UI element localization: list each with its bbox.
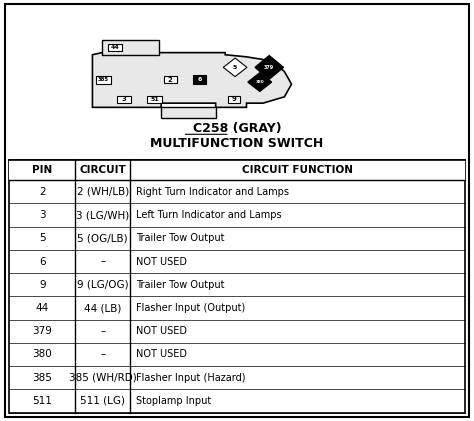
Text: 2: 2 (39, 187, 46, 197)
Polygon shape (255, 56, 283, 79)
FancyBboxPatch shape (108, 44, 122, 51)
Text: –: – (100, 326, 105, 336)
Text: 385 (WH/RD): 385 (WH/RD) (69, 373, 137, 383)
Text: NOT USED: NOT USED (136, 256, 187, 266)
Text: 511: 511 (33, 396, 53, 406)
Text: 44: 44 (111, 45, 119, 50)
Text: Stoplamp Input: Stoplamp Input (136, 396, 211, 406)
Polygon shape (223, 58, 247, 77)
Text: 9: 9 (231, 96, 236, 102)
FancyBboxPatch shape (228, 96, 240, 103)
FancyBboxPatch shape (164, 76, 177, 83)
Text: MULTIFUNCTION SWITCH: MULTIFUNCTION SWITCH (150, 137, 324, 149)
FancyBboxPatch shape (117, 96, 131, 103)
Text: 6: 6 (39, 256, 46, 266)
Bar (9, 160, 465, 180)
Text: 51: 51 (150, 97, 159, 102)
FancyBboxPatch shape (147, 96, 162, 103)
Text: CIRCUIT FUNCTION: CIRCUIT FUNCTION (242, 165, 353, 175)
Text: 44: 44 (36, 303, 49, 313)
Text: 5 (OG/LB): 5 (OG/LB) (77, 233, 128, 243)
Bar (9, 160, 465, 413)
FancyBboxPatch shape (96, 76, 111, 84)
Text: 511 (LG): 511 (LG) (80, 396, 125, 406)
Text: 9: 9 (39, 280, 46, 290)
Text: NOT USED: NOT USED (136, 326, 187, 336)
Text: –: – (100, 349, 105, 360)
Text: 44 (LB): 44 (LB) (84, 303, 121, 313)
Text: CIRCUIT: CIRCUIT (79, 165, 126, 175)
Text: PIN: PIN (32, 165, 53, 175)
Text: 385: 385 (33, 373, 53, 383)
Text: 9 (LG/OG): 9 (LG/OG) (77, 280, 128, 290)
Polygon shape (92, 53, 292, 107)
Text: 2: 2 (168, 77, 173, 83)
Text: Left Turn Indicator and Lamps: Left Turn Indicator and Lamps (136, 210, 282, 220)
Text: 5: 5 (39, 233, 46, 243)
Text: Right Turn Indicator and Lamps: Right Turn Indicator and Lamps (136, 187, 289, 197)
Text: 2 (WH/LB): 2 (WH/LB) (77, 187, 129, 197)
Text: Trailer Tow Output: Trailer Tow Output (136, 280, 224, 290)
Text: 379: 379 (33, 326, 53, 336)
Text: NOT USED: NOT USED (136, 349, 187, 360)
Text: Flasher Input (Hazard): Flasher Input (Hazard) (136, 373, 245, 383)
Text: 379: 379 (264, 65, 274, 70)
FancyBboxPatch shape (102, 40, 159, 55)
Text: C258 (GRAY): C258 (GRAY) (193, 122, 281, 135)
Text: 5: 5 (233, 65, 237, 70)
Text: Trailer Tow Output: Trailer Tow Output (136, 233, 224, 243)
FancyBboxPatch shape (161, 107, 216, 118)
Polygon shape (248, 73, 272, 91)
Text: 3 (LG/WH): 3 (LG/WH) (76, 210, 129, 220)
Text: –: – (100, 256, 105, 266)
Text: 3: 3 (39, 210, 46, 220)
Text: Flasher Input (Output): Flasher Input (Output) (136, 303, 245, 313)
Text: 385: 385 (98, 77, 109, 83)
FancyBboxPatch shape (193, 75, 206, 84)
Text: 380: 380 (255, 80, 264, 84)
FancyBboxPatch shape (5, 4, 469, 417)
Text: 380: 380 (33, 349, 52, 360)
Text: 6: 6 (197, 77, 202, 82)
Text: 3: 3 (121, 96, 126, 102)
